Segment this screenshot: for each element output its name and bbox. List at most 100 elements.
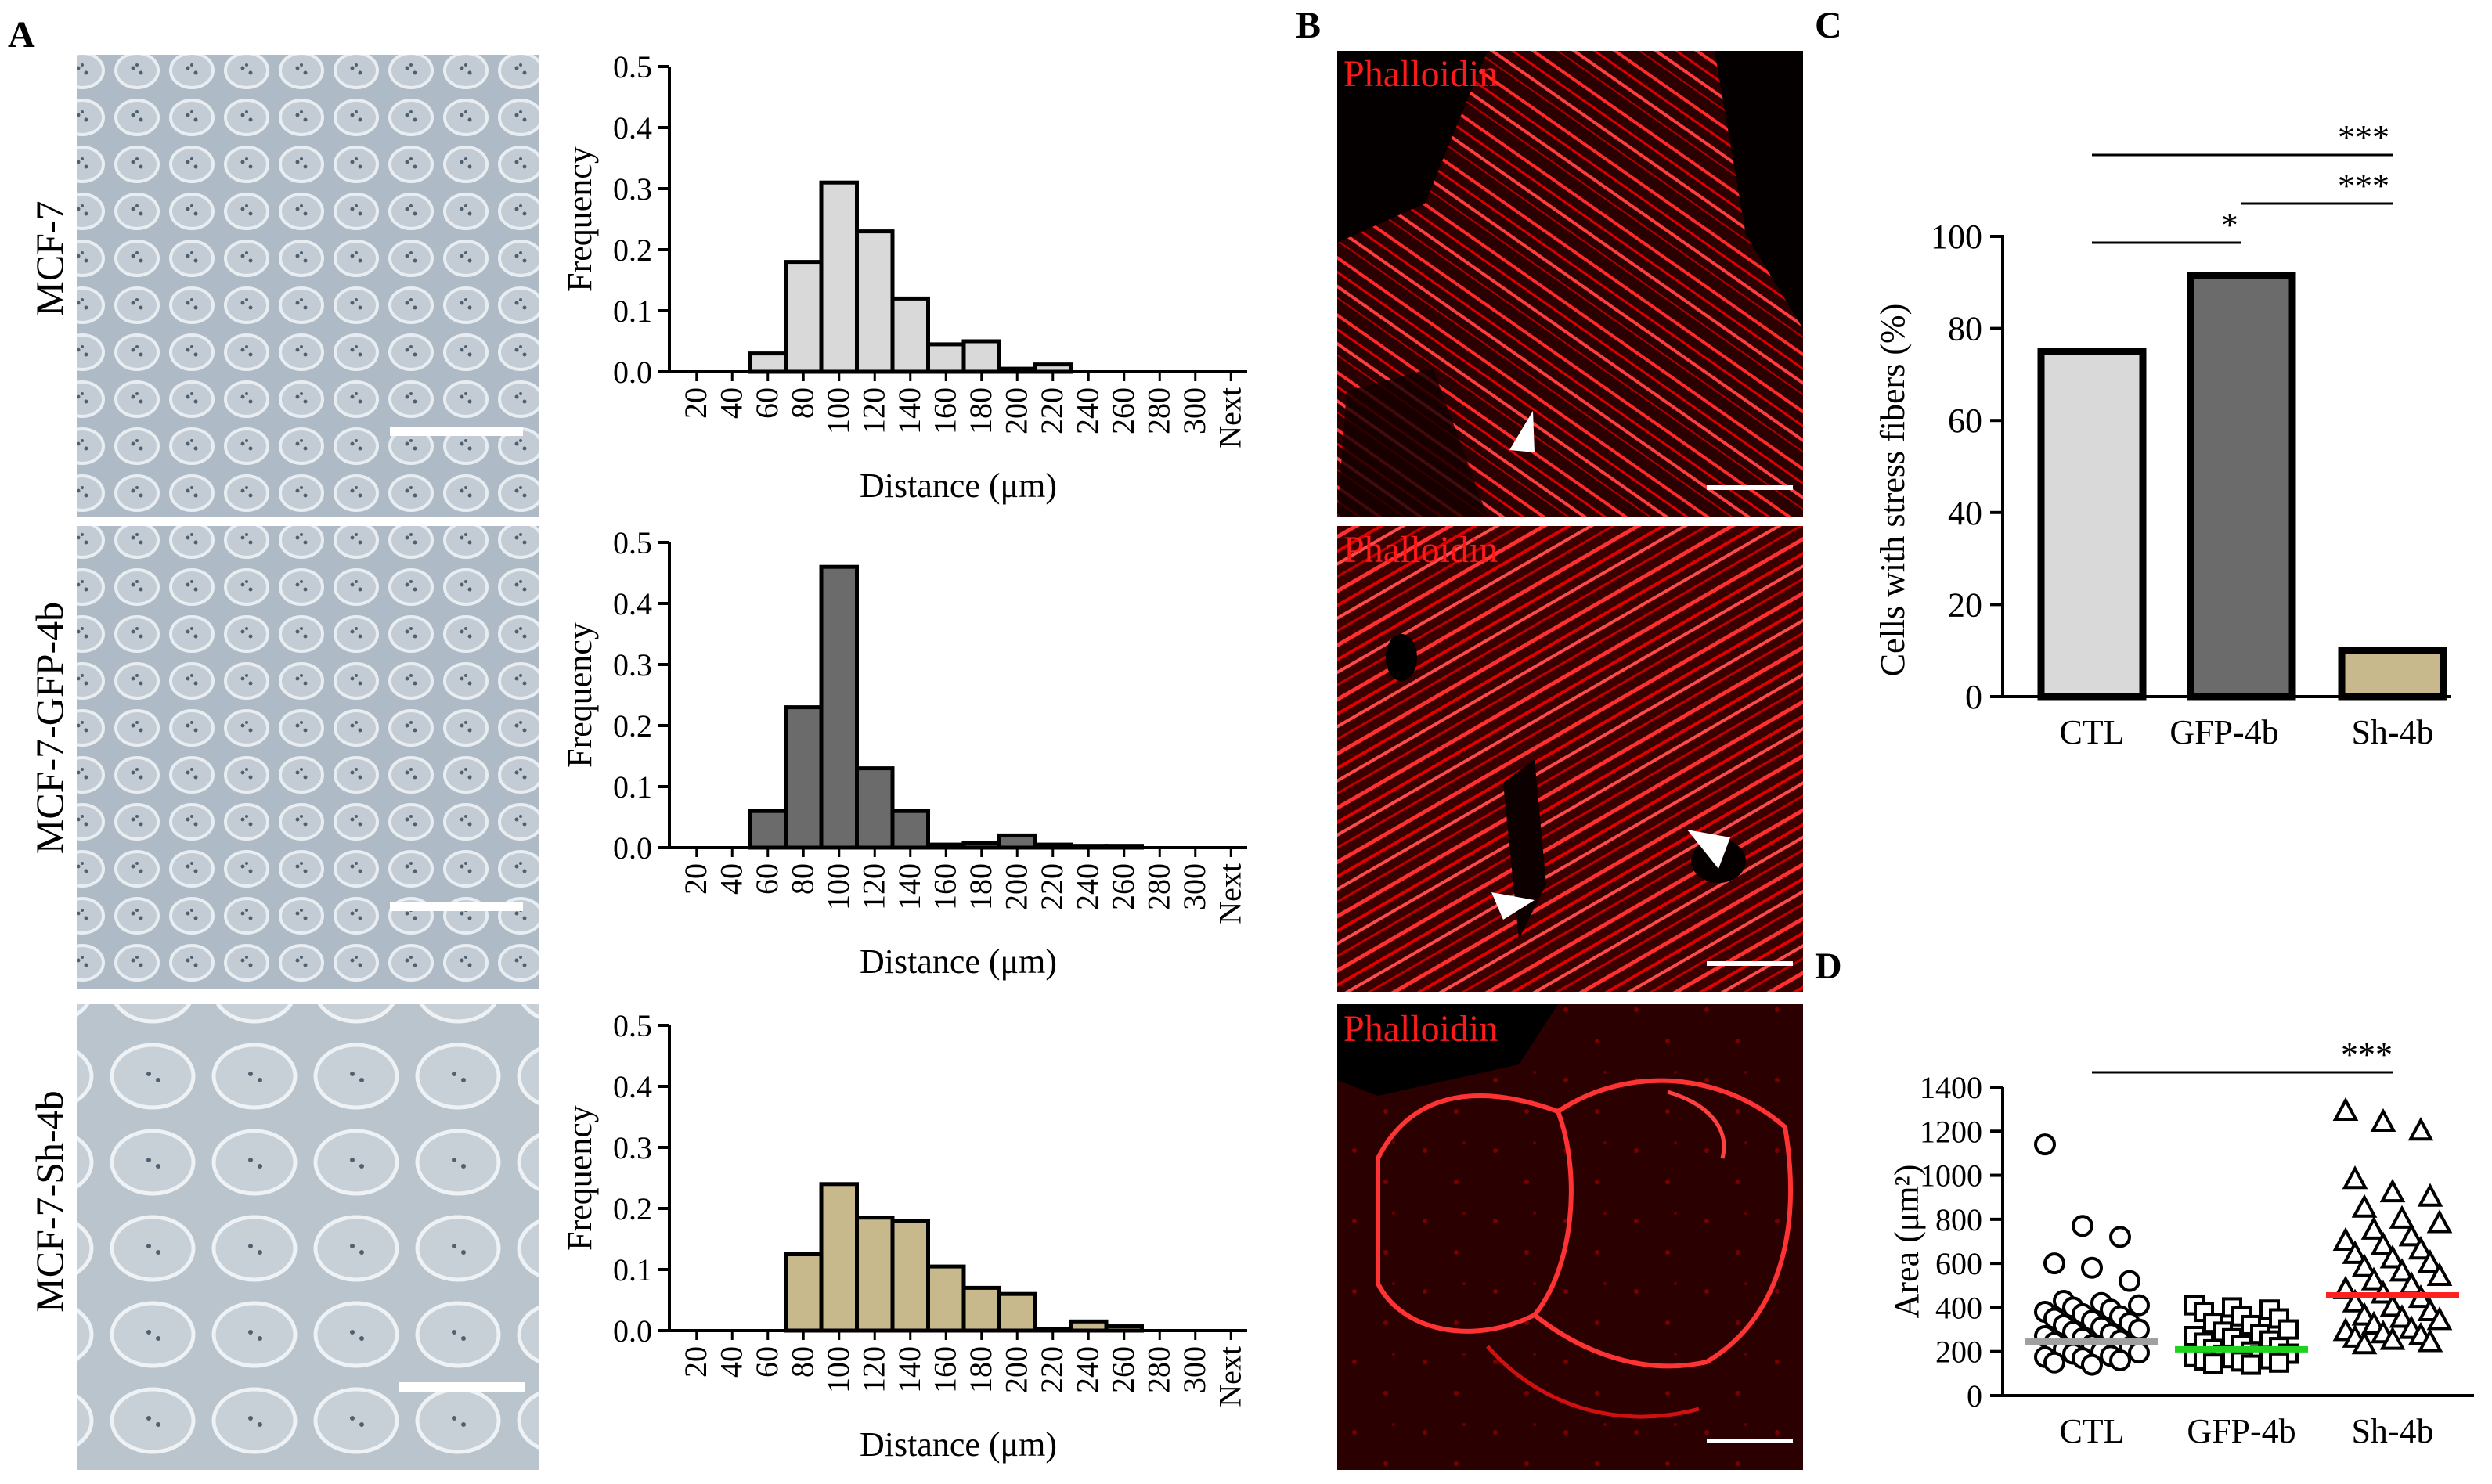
- cell-area-scatter-plot: 0 200 400 600 800 1000 1200 1400 CTL GFP-4b Sh-4b *…: [1888, 1036, 2474, 1450]
- data-point-gfp: [2241, 1354, 2261, 1375]
- panel-letter-d: D: [1815, 946, 1842, 987]
- data-point-ctl: [2072, 1215, 2093, 1237]
- x-tick-label: 40: [713, 387, 748, 419]
- x-tick-label: 160: [927, 863, 962, 910]
- x-tick-label: 260: [1105, 1346, 1141, 1393]
- x-tick-label: 240: [1069, 863, 1105, 910]
- data-point-sh: [2426, 1209, 2453, 1234]
- histogram-bar: [961, 841, 1001, 850]
- y-tick-label: 0.5: [613, 49, 652, 85]
- bar-sh-4b: [2338, 647, 2447, 701]
- data-point-sh: [2332, 1226, 2359, 1251]
- y-tick-label: 1200: [1920, 1114, 1982, 1149]
- panel-letter-a: A: [8, 14, 35, 56]
- histogram-bar: [819, 1182, 859, 1333]
- stain-label: Phalloidin: [1343, 529, 1498, 571]
- data-point-sh: [2407, 1236, 2434, 1260]
- phase-image-sh: [77, 1004, 539, 1470]
- histogram-bar: [1069, 844, 1109, 850]
- data-point-ctl: [2034, 1133, 2056, 1156]
- data-point-sh: [2426, 1306, 2453, 1331]
- y-tick-label: 0.4: [613, 110, 652, 146]
- x-axis-label: Distance (μm): [860, 942, 1057, 981]
- y-tick-label: 200: [1935, 1335, 1982, 1370]
- x-tick-label: 100: [820, 863, 856, 910]
- fluor-image-mcf7: Phalloidin: [1337, 51, 1803, 517]
- histogram-bar: [1033, 362, 1073, 374]
- x-tick-label: 80: [784, 1346, 820, 1378]
- data-point-sh: [2407, 1117, 2434, 1141]
- phase-image-gfp: [77, 526, 539, 989]
- x-tick-label: 120: [856, 387, 891, 434]
- x-tick-label: 300: [1177, 863, 1212, 910]
- x-tick-label: 140: [892, 863, 927, 910]
- histogram-bar: [1033, 842, 1073, 850]
- data-point-sh: [2342, 1165, 2368, 1190]
- data-point-sh: [2332, 1097, 2359, 1121]
- histogram-bar: [890, 809, 930, 850]
- histogram-bar: [890, 1219, 930, 1333]
- y-tick-label: 0.5: [613, 525, 652, 560]
- data-point-sh: [2389, 1205, 2415, 1229]
- histogram-bar: [1104, 1324, 1144, 1333]
- x-tick-label: 180: [963, 1346, 998, 1393]
- data-point-sh: [2342, 1240, 2368, 1264]
- data-point-sh: [2389, 1304, 2415, 1328]
- x-tick-label: Next: [1212, 387, 1247, 448]
- histogram-bar: [997, 1291, 1037, 1333]
- row-label-mcf7: MCF-7: [27, 200, 71, 315]
- x-tick-label: 280: [1141, 387, 1176, 434]
- scale-bar: [399, 1382, 525, 1392]
- histogram-bar: [819, 180, 859, 374]
- x-tick-label: 280: [1141, 1346, 1176, 1393]
- data-point-sh: [2370, 1231, 2396, 1255]
- data-point-sh: [2370, 1108, 2396, 1133]
- scale-bar: [390, 902, 523, 911]
- histogram-bar: [890, 296, 930, 374]
- significance-marker: ***: [2338, 167, 2389, 205]
- data-point-sh: [2389, 1258, 2415, 1282]
- y-tick-label: 800: [1935, 1202, 1982, 1237]
- x-tick-label: 200: [998, 1346, 1033, 1393]
- x-tick-label: 40: [713, 1346, 748, 1378]
- x-tick-label: CTL: [2059, 713, 2124, 751]
- data-point-sh: [2379, 1244, 2406, 1269]
- x-tick-label: 60: [749, 387, 784, 419]
- arrowhead-icon: [1687, 830, 1730, 869]
- x-tick-label: 200: [998, 863, 1033, 910]
- data-point-sh: [2398, 1223, 2425, 1247]
- y-tick-label: 0.5: [613, 1008, 652, 1043]
- y-tick-label: 0.2: [613, 708, 652, 744]
- histogram-bar: [1069, 1319, 1109, 1333]
- y-tick-label: 0.2: [613, 232, 652, 268]
- data-point-ctl: [2081, 1256, 2103, 1279]
- fluor-image-gfp: Phalloidin: [1337, 526, 1803, 992]
- data-point-ctl: [2128, 1318, 2150, 1341]
- y-axis-label: Frequency: [561, 1105, 599, 1251]
- histogram-bar: [819, 564, 859, 850]
- y-tick-label: 1000: [1920, 1158, 1982, 1194]
- data-point-gfp: [2269, 1352, 2289, 1373]
- x-tick-label: 260: [1105, 863, 1141, 910]
- y-tick-label: 20: [1948, 585, 1982, 624]
- histogram-bar: [855, 1216, 895, 1333]
- x-tick-label: 40: [713, 863, 748, 895]
- scale-bar: [1707, 961, 1793, 966]
- x-tick-label: 300: [1177, 1346, 1212, 1393]
- data-point-ctl: [2109, 1349, 2131, 1371]
- data-point-ctl: [2128, 1294, 2150, 1317]
- y-tick-label: 60: [1948, 402, 1982, 440]
- data-point-sh: [2417, 1183, 2443, 1207]
- data-point-sh: [2417, 1248, 2443, 1273]
- x-tick-label: GFP-4b: [2187, 1412, 2295, 1450]
- data-point-sh: [2360, 1216, 2387, 1240]
- x-tick-label: 160: [927, 1346, 962, 1393]
- significance-marker: ***: [2338, 118, 2389, 157]
- data-point-sh: [2351, 1194, 2378, 1218]
- y-tick-label: 0.2: [613, 1191, 652, 1226]
- histogram-bar: [926, 842, 966, 850]
- x-axis-label: Distance (μm): [860, 466, 1057, 505]
- stain-label: Phalloidin: [1343, 1008, 1498, 1050]
- histogram-bar: [784, 1252, 824, 1333]
- y-axis-label: Frequency: [561, 146, 599, 292]
